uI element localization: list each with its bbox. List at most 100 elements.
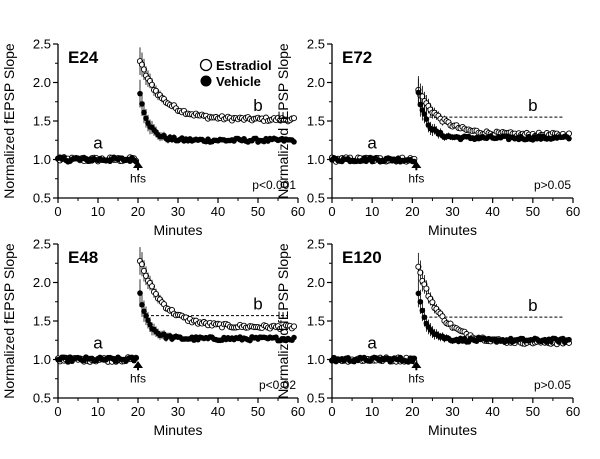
x-tick-label: 0 <box>54 404 61 419</box>
data-point <box>148 81 156 88</box>
data-point <box>415 290 422 297</box>
baseline-label: a <box>367 334 377 353</box>
y-tick-label: 1.5 <box>307 314 325 329</box>
data-point <box>415 263 422 270</box>
data-point <box>411 355 418 362</box>
data-point <box>141 109 147 116</box>
x-tick-label: 40 <box>211 204 225 219</box>
y-tick-label: 0.5 <box>307 191 325 206</box>
data-point <box>133 355 139 362</box>
data-point <box>137 90 143 97</box>
x-tick-label: 10 <box>365 404 379 419</box>
panel-e72: 0 10 20 30 40 50 600.51.01.52.02.5MinutesNorma… <box>275 37 580 239</box>
y-tick-label: 1.5 <box>33 314 51 329</box>
y-tick-label: 1.0 <box>33 352 51 367</box>
data-point <box>419 307 426 314</box>
y-tick-label: 0.5 <box>33 391 51 406</box>
hfs-label: hfs <box>408 371 424 385</box>
x-tick-label: 60 <box>566 404 580 419</box>
data-point <box>143 115 149 122</box>
x-axis-title: Minutes <box>428 222 477 238</box>
x-tick-label: 10 <box>91 404 105 419</box>
data-point <box>417 299 424 305</box>
y-axis-title: Normalized fEPSP Slope <box>275 43 291 199</box>
x-tick-label: 30 <box>445 404 459 419</box>
x-tick-label: 50 <box>251 204 265 219</box>
data-point <box>140 267 148 274</box>
panel-title: E120 <box>342 248 382 267</box>
data-point <box>140 66 148 73</box>
data-point <box>417 269 424 276</box>
x-tick-label: 20 <box>405 204 419 219</box>
y-tick-label: 1.0 <box>307 152 325 167</box>
data-point <box>423 285 430 292</box>
panel-e120: 0 10 20 30 40 50 600.51.01.52.02.5MinutesNorma… <box>275 237 580 439</box>
y-tick-label: 2.0 <box>33 275 51 290</box>
x-tick-label: 60 <box>291 404 305 419</box>
y-tick-label: 2.5 <box>33 37 51 52</box>
x-tick-label: 20 <box>131 404 145 419</box>
data-point <box>138 261 146 268</box>
data-point <box>423 116 430 122</box>
y-tick-label: 2.0 <box>33 75 51 90</box>
data-point <box>429 299 436 306</box>
y-tick-label: 2.0 <box>307 75 325 90</box>
data-point <box>139 302 145 308</box>
x-tick-label: 60 <box>566 204 580 219</box>
x-tick-label: 40 <box>211 404 225 419</box>
hfs-arrow-icon <box>411 161 422 169</box>
data-point <box>566 336 572 343</box>
p-value: p<0.02 <box>259 378 296 392</box>
x-tick-label: 30 <box>445 204 459 219</box>
y-tick-label: 0.5 <box>33 191 51 206</box>
panel-title: E72 <box>342 48 372 67</box>
y-tick-label: 2.5 <box>307 37 325 52</box>
hfs-arrow-icon <box>133 161 143 169</box>
data-point <box>145 317 151 324</box>
x-tick-label: 50 <box>526 404 540 419</box>
hfs-label: hfs <box>130 171 146 185</box>
data-point <box>291 139 297 145</box>
series-estradiol <box>328 76 573 165</box>
x-tick-label: 0 <box>328 204 335 219</box>
y-tick-label: 2.0 <box>307 275 325 290</box>
ltp-label: b <box>528 96 537 115</box>
y-axis-title: Normalized fEPSP Slope <box>275 243 291 399</box>
ltp-label: b <box>528 296 537 315</box>
x-tick-label: 30 <box>171 404 185 419</box>
baseline-label: a <box>93 134 103 153</box>
x-tick-label: 30 <box>171 204 185 219</box>
data-point <box>291 334 297 341</box>
x-axis-title: Minutes <box>153 422 202 438</box>
series-vehicle <box>329 279 572 365</box>
baseline-label: a <box>367 134 377 153</box>
p-value: p>0.05 <box>534 378 571 392</box>
series-vehicle <box>55 279 297 365</box>
ltp-label: b <box>253 295 262 314</box>
data-point <box>141 308 147 315</box>
y-tick-label: 0.5 <box>307 391 325 406</box>
legend-marker-open <box>199 58 213 72</box>
data-point <box>290 323 298 330</box>
legend-marker-filled <box>200 75 212 87</box>
data-point <box>421 314 428 321</box>
data-point <box>143 313 149 319</box>
hfs-arrow-icon <box>133 361 143 369</box>
ltp-label: b <box>253 96 262 115</box>
panel-title: E48 <box>68 248 98 267</box>
x-tick-label: 50 <box>526 204 540 219</box>
p-value: p<0.001 <box>252 178 296 192</box>
y-tick-label: 1.5 <box>307 114 325 129</box>
y-tick-label: 2.5 <box>307 237 325 252</box>
data-point <box>566 135 572 142</box>
hfs-arrow-icon <box>411 361 422 369</box>
y-tick-label: 1.0 <box>33 152 51 167</box>
x-tick-label: 40 <box>485 404 499 419</box>
series-vehicle <box>329 78 572 165</box>
x-tick-label: 20 <box>131 204 145 219</box>
x-tick-label: 20 <box>405 404 419 419</box>
data-point <box>137 290 143 296</box>
x-axis-title: Minutes <box>153 222 202 238</box>
hfs-label: hfs <box>408 171 424 185</box>
